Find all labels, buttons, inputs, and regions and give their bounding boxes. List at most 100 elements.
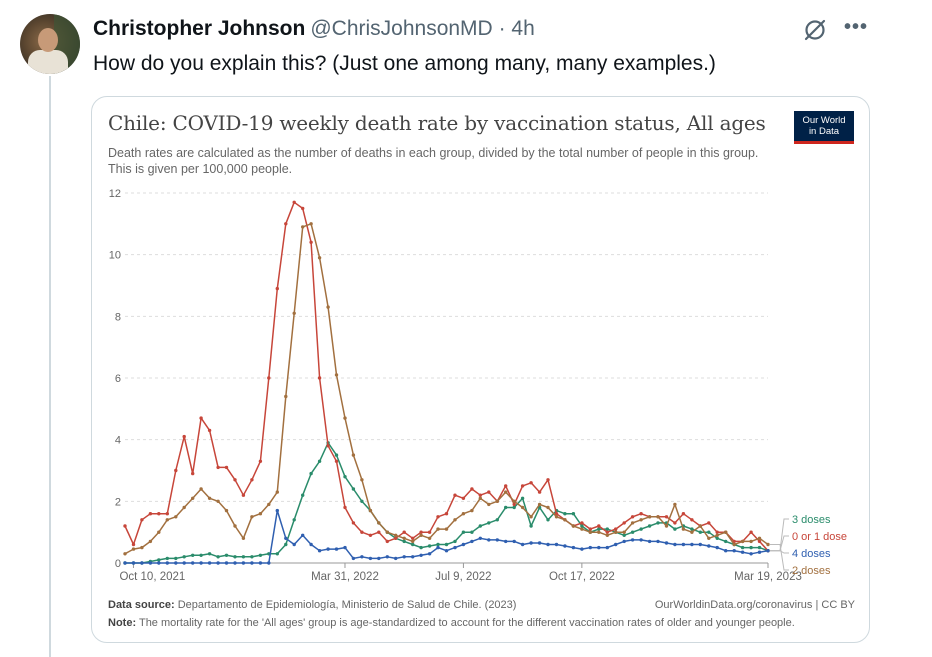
data-point	[343, 545, 347, 550]
data-point	[436, 515, 440, 519]
data-point	[301, 493, 305, 497]
data-point	[690, 530, 694, 534]
data-point	[495, 518, 499, 522]
data-point	[411, 542, 415, 547]
data-point	[377, 521, 381, 525]
tweet-timestamp[interactable]: 4h	[511, 17, 535, 40]
avatar[interactable]	[20, 14, 80, 74]
series-line	[124, 223, 769, 555]
data-point	[546, 478, 550, 482]
chart-card[interactable]: Chile: COVID-19 weekly death rate by vac…	[91, 96, 870, 643]
data-point	[334, 547, 339, 551]
source-url[interactable]: OurWorldinData.org/coronavirus | CC BY	[654, 599, 855, 611]
data-point	[216, 555, 220, 559]
data-point	[512, 502, 516, 507]
legend-label: 0 or 1 dose	[792, 531, 847, 543]
data-point	[715, 530, 719, 534]
data-point	[478, 493, 482, 497]
data-point	[216, 499, 220, 503]
chart-title: Chile: COVID-19 weekly death rate by vac…	[108, 111, 766, 135]
data-point	[537, 502, 542, 507]
data-point	[258, 459, 263, 463]
data-point	[174, 515, 178, 519]
data-point	[411, 555, 415, 559]
data-point	[757, 545, 762, 550]
data-point	[343, 475, 347, 479]
data-point	[520, 542, 525, 547]
data-point	[411, 539, 415, 544]
note-text: The mortality rate for the 'All ages' gr…	[138, 617, 795, 629]
y-tick-label: 6	[115, 373, 121, 385]
data-point	[707, 536, 711, 540]
data-point	[478, 536, 482, 540]
data-point	[241, 561, 246, 565]
data-point	[495, 538, 499, 542]
data-point	[757, 536, 762, 540]
data-point	[588, 530, 592, 534]
data-point	[749, 530, 753, 534]
data-point	[368, 533, 373, 537]
y-tick-label: 8	[115, 311, 121, 323]
data-point	[326, 444, 330, 448]
data-point	[216, 465, 220, 470]
data-point	[165, 518, 169, 522]
more-icon[interactable]: •••	[843, 16, 868, 38]
data-point	[681, 512, 686, 516]
legend-connector	[770, 550, 789, 554]
data-point	[487, 521, 491, 525]
data-point	[419, 533, 423, 537]
data-point	[224, 553, 229, 557]
data-point	[724, 530, 728, 534]
data-point	[250, 561, 254, 565]
data-point	[749, 539, 753, 544]
note-label: Note:	[108, 617, 137, 629]
data-point	[385, 530, 389, 534]
data-point	[148, 512, 153, 516]
data-point	[470, 539, 474, 544]
data-point	[351, 453, 356, 457]
data-point	[174, 468, 178, 473]
author-handle[interactable]: @ChrisJohnsonMD	[310, 17, 493, 40]
data-point	[639, 538, 643, 542]
data-point	[470, 530, 474, 534]
data-point	[520, 484, 525, 488]
data-point	[267, 376, 271, 380]
data-point	[317, 459, 322, 463]
data-point	[233, 524, 237, 528]
thread-line	[49, 76, 51, 657]
data-point	[258, 512, 263, 516]
data-point	[427, 530, 432, 534]
data-point	[571, 512, 576, 516]
data-point	[233, 555, 237, 559]
data-point	[732, 542, 736, 547]
data-point	[740, 545, 745, 550]
data-point	[597, 524, 601, 528]
y-tick-label: 10	[109, 250, 121, 262]
data-point	[377, 556, 381, 561]
data-point	[250, 478, 254, 482]
owid-logo[interactable]: Our World in Data	[794, 111, 854, 144]
data-point	[131, 542, 136, 547]
data-point	[461, 512, 466, 516]
data-point	[563, 512, 567, 516]
author-name[interactable]: Christopher Johnson	[93, 17, 306, 40]
data-point	[664, 515, 669, 519]
data-point	[284, 542, 288, 547]
data-point	[199, 487, 203, 491]
data-point	[453, 545, 457, 550]
data-point	[131, 561, 136, 565]
data-point	[402, 530, 406, 534]
data-point	[309, 471, 313, 476]
data-point	[199, 561, 203, 565]
data-point	[267, 502, 271, 507]
chart-gridlines	[125, 192, 768, 564]
data-point	[182, 561, 186, 565]
data-point	[385, 555, 389, 559]
data-point	[690, 542, 694, 547]
data-point	[715, 536, 719, 540]
grok-icon[interactable]	[802, 17, 828, 43]
x-tick-labels: Oct 10, 2021 Mar 31, 2022 Jul 9, 2022 Oct 1…	[119, 563, 802, 583]
data-point	[622, 539, 626, 544]
data-point	[157, 530, 161, 534]
data-point	[563, 544, 567, 548]
